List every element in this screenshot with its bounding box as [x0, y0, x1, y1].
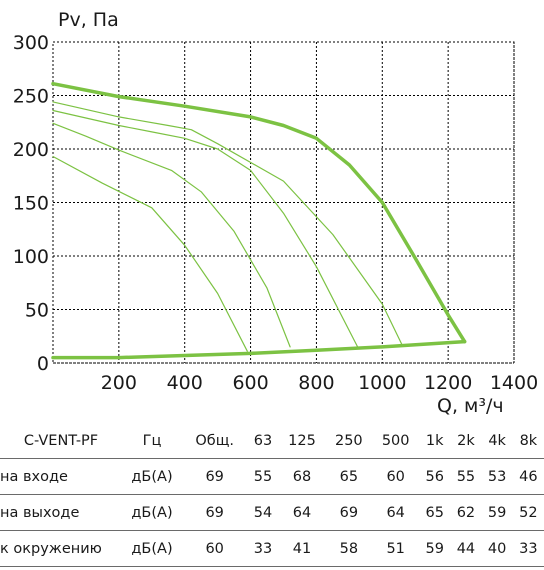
table-cell: на выходе	[0, 494, 122, 531]
table-cell: дБ(А)	[122, 458, 182, 495]
table-header-cell: Гц	[122, 423, 182, 459]
table-cell: 64	[278, 494, 326, 531]
table-cell: дБ(А)	[122, 494, 182, 531]
table-cell: 55	[247, 458, 279, 495]
table-header-cell: C-VENT-PF	[0, 423, 122, 459]
x-axis-label: Q, м³/ч	[437, 395, 504, 417]
table-header-cell: 8k	[512, 423, 544, 459]
table-cell: 55	[450, 458, 482, 495]
y-tick-label: 150	[13, 193, 49, 215]
chart-grid	[52, 41, 515, 364]
table-cell: 64	[372, 494, 420, 531]
table-header-cell: 1k	[419, 423, 451, 459]
x-tick-label: 1000	[358, 372, 406, 394]
speed-curve-line	[52, 101, 403, 346]
x-tick-label: 200	[101, 372, 137, 394]
table-cell: 44	[450, 530, 482, 567]
y-axis-label: Pv, Па	[58, 9, 119, 31]
fan-performance-chart: 0 50 100 150 200 250 300 200 400 600 800 1000 1200 1…	[13, 9, 538, 417]
table-cell: на входе	[0, 458, 122, 495]
table-cell: 60	[372, 458, 420, 495]
table-cell: 65	[419, 494, 451, 531]
noise-table-header: C-VENT-PF Гц Общ. 63 125 250 500 1k 2k 4k 8k	[0, 423, 544, 459]
table-cell: 51	[372, 530, 420, 567]
table-cell: 56	[419, 458, 451, 495]
table-cell: 62	[450, 494, 482, 531]
table-cell: 54	[247, 494, 279, 531]
x-tick-label: 800	[298, 372, 334, 394]
x-tick-labels: 200 400 600 800 1000 1200 1400	[101, 372, 538, 394]
x-tick-label: 1400	[490, 372, 538, 394]
table-cell: 59	[419, 530, 451, 567]
table-header-cell: Общ.	[182, 423, 248, 459]
table-header-cell: 250	[325, 423, 373, 459]
table-cell: 69	[325, 494, 373, 531]
y-tick-label: 250	[13, 86, 49, 108]
table-header-cell: 500	[372, 423, 420, 459]
table-row: на выходе дБ(А) 69 54 64 69 64 65 62 59 52	[0, 494, 544, 531]
table-cell: 69	[182, 458, 248, 495]
table-cell: 40	[481, 530, 513, 567]
table-cell: 33	[512, 530, 544, 567]
table-cell: 69	[182, 494, 248, 531]
table-cell: 52	[512, 494, 544, 531]
table-cell: 58	[325, 530, 373, 567]
table-cell: 46	[512, 458, 544, 495]
max-curve-line	[51, 81, 467, 344]
table-cell: 33	[247, 530, 279, 567]
noise-level-table: C-VENT-PF Гц Общ. 63 125 250 500 1k 2k 4k 8k на вх…	[0, 423, 544, 567]
y-tick-label: 300	[13, 32, 49, 54]
table-header-cell: 125	[278, 423, 326, 459]
x-tick-label: 1200	[424, 372, 472, 394]
table-row: на входе дБ(А) 69 55 68 65 60 56 55 53 46	[0, 458, 544, 495]
speed-curve-line	[52, 122, 291, 348]
speed-curve-line	[52, 109, 359, 348]
table-cell: 41	[278, 530, 326, 567]
table-header-cell: 4k	[481, 423, 513, 459]
table-cell: к окружению	[0, 530, 122, 567]
y-tick-label: 100	[13, 246, 49, 268]
speed-curve-line	[52, 155, 248, 352]
noise-table-body: на входе дБ(А) 69 55 68 65 60 56 55 53 46 на выходе…	[0, 458, 544, 567]
table-cell: 53	[481, 458, 513, 495]
table-row: к окружению дБ(А) 60 33 41 58 51 59 44 40 33	[0, 530, 544, 567]
table-cell: 68	[278, 458, 326, 495]
table-cell: 65	[325, 458, 373, 495]
x-tick-label: 600	[232, 372, 268, 394]
y-tick-labels: 0 50 100 150 200 250 300	[13, 32, 49, 375]
table-cell: дБ(А)	[122, 530, 182, 567]
min-curve-line	[51, 339, 467, 360]
y-tick-label: 200	[13, 139, 49, 161]
table-cell: 59	[481, 494, 513, 531]
table-cell: 60	[182, 530, 248, 567]
y-tick-label: 50	[25, 300, 49, 322]
y-tick-label: 0	[37, 353, 49, 375]
table-header-cell: 2k	[450, 423, 482, 459]
table-header-cell: 63	[247, 423, 279, 459]
chart-curves	[51, 81, 467, 360]
x-tick-label: 400	[167, 372, 203, 394]
